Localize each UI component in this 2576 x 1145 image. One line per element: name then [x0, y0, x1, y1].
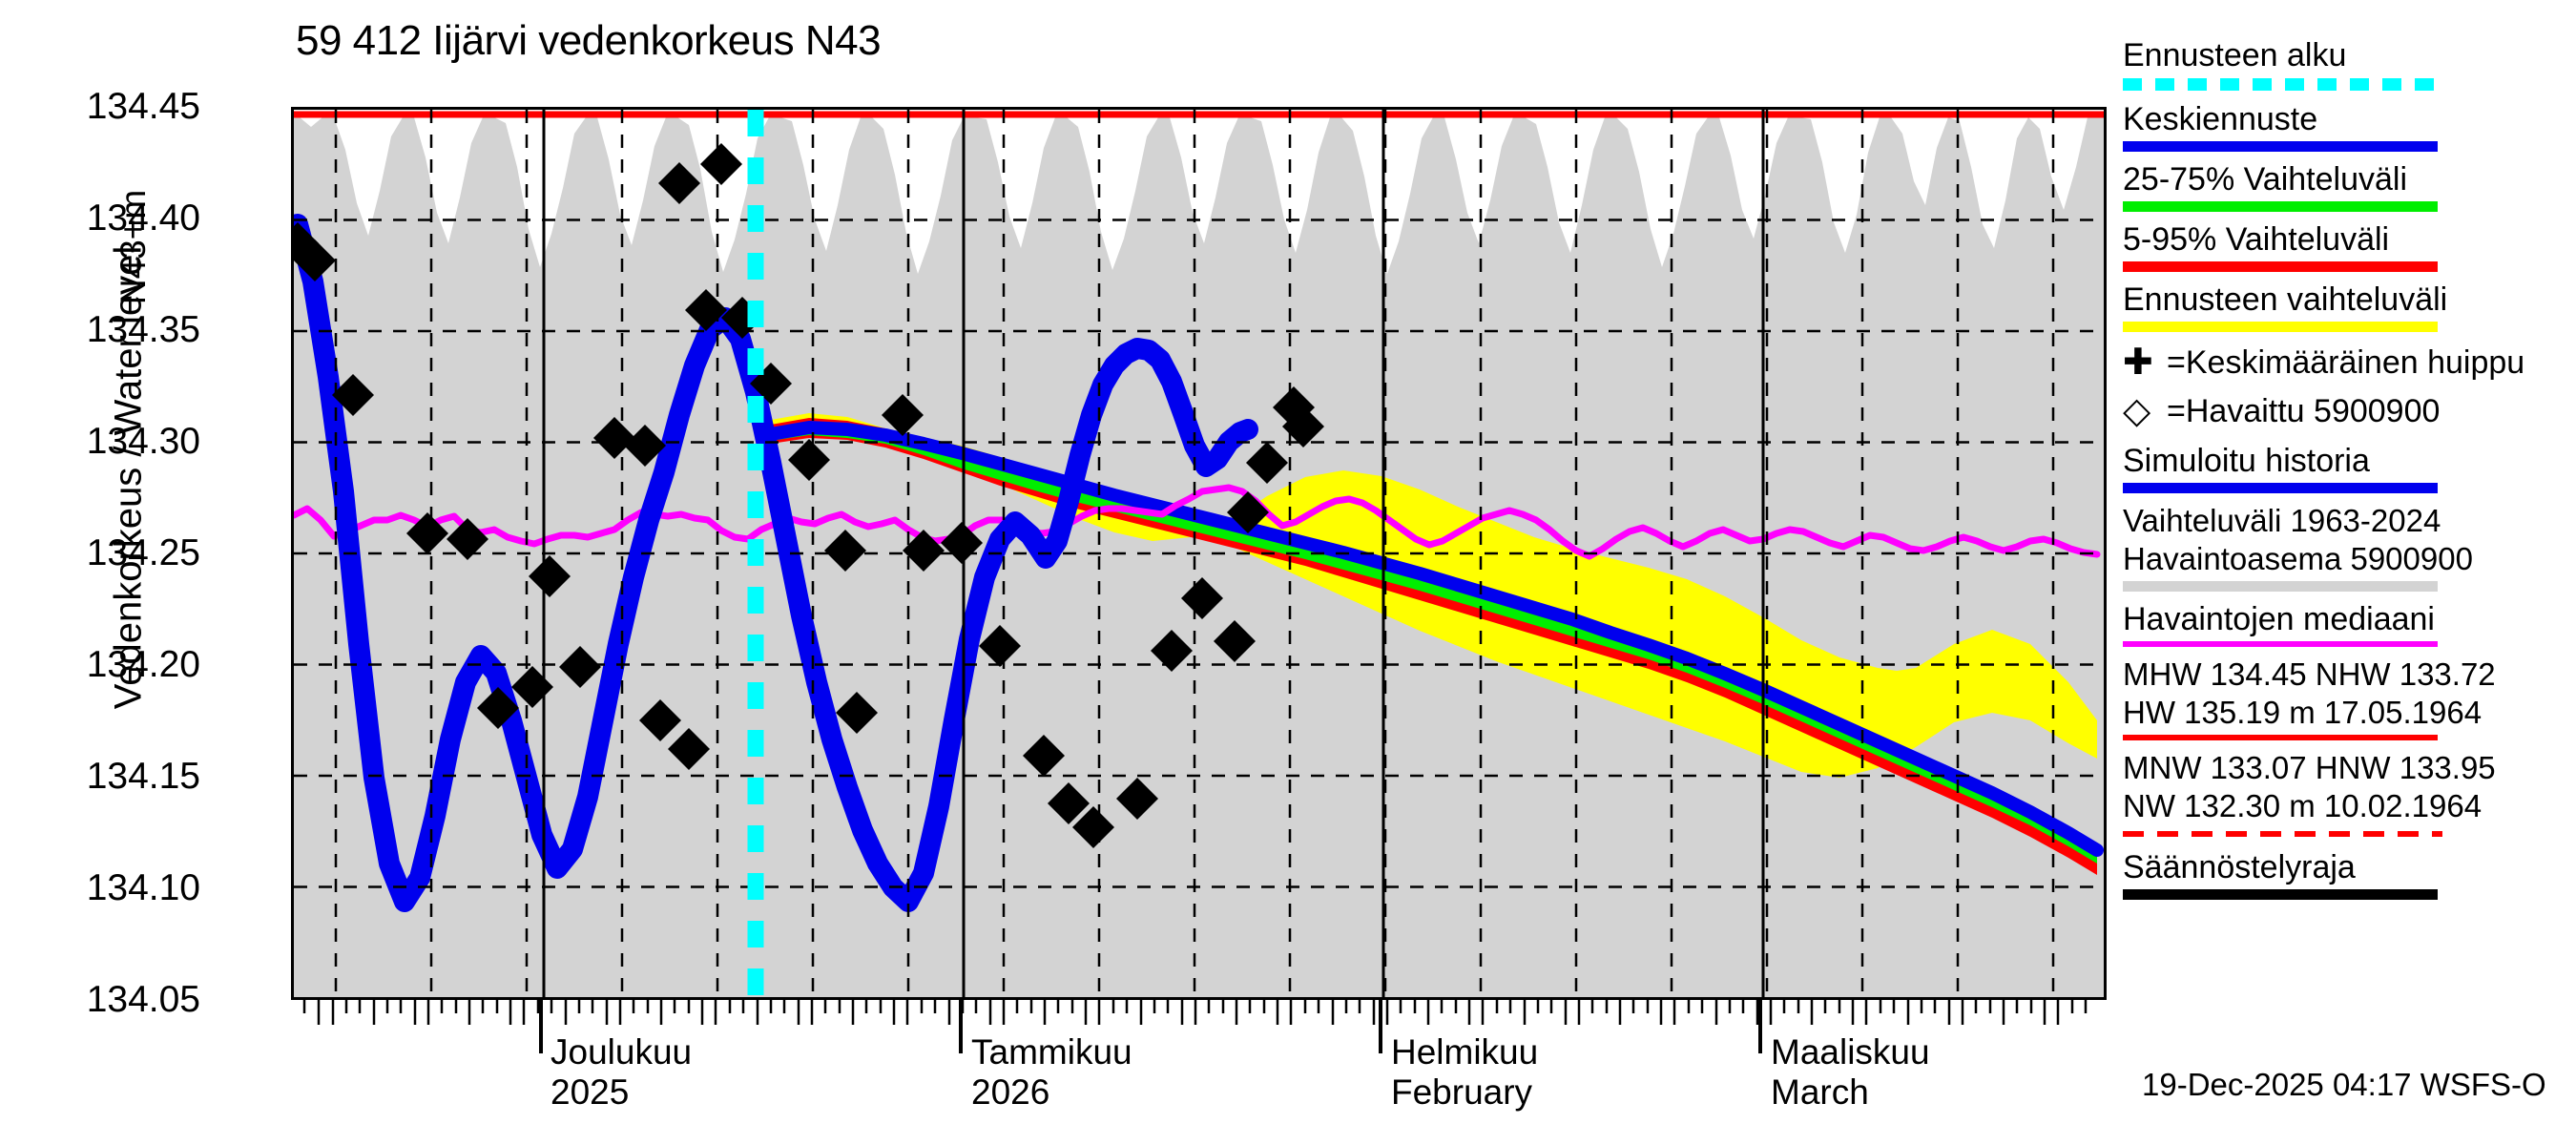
chart-plot-area [291, 107, 2107, 1000]
x-month-fi-0: Joulukuu [551, 1032, 693, 1072]
y-tick-0: 134.45 [86, 86, 200, 127]
legend-swatch-hw-line [2123, 735, 2438, 740]
legend-label-forecast-start: Ennusteen alku [2123, 37, 2347, 73]
legend-item-mean-forecast: Keskiennuste [2123, 100, 2571, 152]
legend-swatch-regulation-limit [2123, 889, 2438, 900]
legend-swatch-forecast-start [2123, 78, 2442, 91]
horizontal-gridlines [294, 219, 2104, 888]
x-axis-ticks [302, 1000, 2088, 1053]
legend-label-range-5-95: 5-95% Vaihteluväli [2123, 221, 2390, 258]
y-tick-4: 134.25 [86, 532, 200, 573]
legend-item-high-water-stats: MHW 134.45 NHW 133.72 HW 135.19 m 17.05.… [2123, 656, 2571, 740]
legend-item-observations-median: Havaintojen mediaani [2123, 600, 2571, 647]
legend-swatch-range-5-95 [2123, 261, 2438, 272]
plus-icon: ✚ [2123, 343, 2153, 383]
legend-label-regulation-limit: Säännöstelyraja [2123, 849, 2356, 885]
legend-label-forecast-range: Ennusteen vaihteluväli [2123, 281, 2448, 318]
legend-label-observation-station: Havaintoasema 5900900 [2123, 541, 2473, 576]
chart-legend: Ennusteen alku Keskiennuste 25-75% Vaiht… [2123, 36, 2571, 908]
legend-item-simulated-history: Simuloitu historia [2123, 442, 2571, 493]
x-month-fi-3: Maaliskuu [1771, 1032, 1930, 1072]
legend-swatch-range-25-75 [2123, 201, 2438, 212]
legend-swatch-observations-median [2123, 641, 2438, 647]
legend-item-regulation-limit: Säännöstelyraja [2123, 848, 2571, 900]
mean-forecast-line [764, 421, 2104, 857]
legend-item-observed: ◇ =Havaittu 5900900 [2123, 389, 2571, 432]
x-month-en-0: 2025 [551, 1072, 630, 1112]
legend-label-nw: NW 132.30 m 10.02.1964 [2123, 788, 2483, 823]
legend-label-simulated-history: Simuloitu historia [2123, 443, 2370, 479]
x-month-en-1: 2026 [971, 1072, 1050, 1112]
legend-item-range-25-75: 25-75% Vaihteluväli [2123, 160, 2571, 212]
legend-swatch-mean-forecast [2123, 141, 2438, 152]
legend-label-variation-period: Vaihteluväli 1963-2024 [2123, 503, 2441, 538]
legend-label-mhw-nhw: MHW 134.45 NHW 133.72 [2123, 656, 2496, 692]
footer-timestamp: 19-Dec-2025 04:17 WSFS-O [2142, 1067, 2546, 1102]
x-month-en-2: February [1391, 1072, 1533, 1112]
legend-swatch-forecast-range [2123, 322, 2438, 332]
y-tick-1: 134.40 [86, 198, 200, 239]
y-tick-7: 134.10 [86, 867, 200, 908]
legend-item-range-5-95: 5-95% Vaihteluväli [2123, 220, 2571, 272]
x-month-en-3: March [1771, 1072, 1869, 1112]
legend-label-observations-median: Havaintojen mediaani [2123, 601, 2435, 637]
y-tick-3: 134.30 [86, 421, 200, 462]
y-tick-2: 134.35 [86, 309, 200, 350]
chart-svg [294, 110, 2104, 997]
legend-item-low-water-stats: MNW 133.07 HNW 133.95 NW 132.30 m 10.02.… [2123, 749, 2571, 837]
diamond-icon: ◇ [2123, 391, 2151, 431]
legend-swatch-simulated-history [2123, 483, 2438, 493]
legend-label-range-25-75: 25-75% Vaihteluväli [2123, 161, 2407, 198]
legend-swatch-nw-line [2123, 831, 2442, 837]
legend-label-mean-forecast: Keskiennuste [2123, 101, 2318, 137]
x-month-label-march: Maaliskuu March [1771, 1032, 1930, 1113]
historical-envelope-white [294, 110, 2104, 274]
legend-label-mean-peak: =Keskimääräinen huippu [2167, 344, 2525, 381]
legend-item-forecast-start: Ennusteen alku [2123, 36, 2571, 91]
x-month-fi-1: Tammikuu [971, 1032, 1132, 1072]
x-month-label-december: Joulukuu 2025 [551, 1032, 692, 1113]
legend-item-mean-peak: ✚ =Keskimääräinen huippu [2123, 341, 2571, 384]
legend-label-hw: HW 135.19 m 17.05.1964 [2123, 695, 2483, 730]
legend-item-forecast-range: Ennusteen vaihteluväli [2123, 281, 2571, 332]
x-month-label-january: Tammikuu 2026 [971, 1032, 1132, 1113]
legend-label-observed: =Havaittu 5900900 [2167, 392, 2441, 429]
legend-label-mnw-hnw: MNW 133.07 HNW 133.95 [2123, 750, 2496, 785]
x-month-fi-2: Helmikuu [1391, 1032, 1539, 1072]
y-tick-6: 134.15 [86, 756, 200, 797]
x-month-label-february: Helmikuu February [1391, 1032, 1538, 1113]
simulated-history-line [294, 214, 1258, 912]
legend-swatch-variation-period [2123, 581, 2438, 592]
y-tick-8: 134.05 [86, 979, 200, 1020]
legend-item-variation-period: Vaihteluväli 1963-2024 Havaintoasema 590… [2123, 502, 2571, 592]
page-title: 59 412 Iijärvi vedenkorkeus N43 [296, 17, 882, 64]
y-tick-5: 134.20 [86, 644, 200, 685]
